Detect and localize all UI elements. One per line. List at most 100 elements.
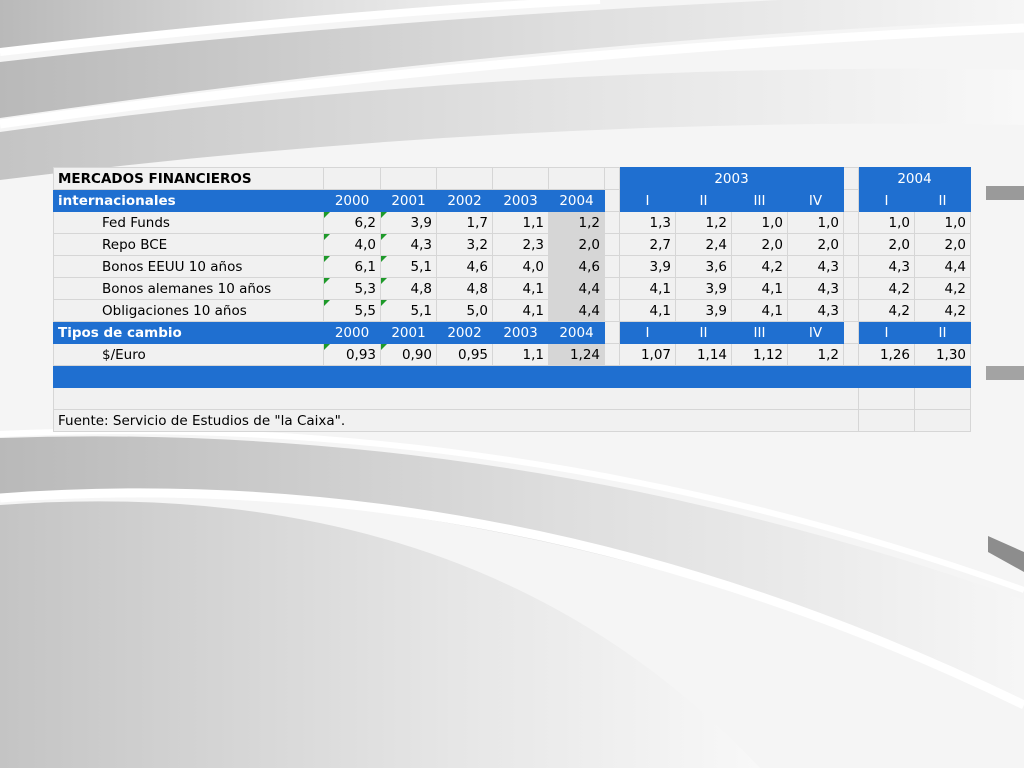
col-year: 2001 [380, 321, 437, 344]
cell-quarter: 4,1 [731, 277, 788, 300]
source-row: Fuente: Servicio de Estudios de "la Caix… [53, 409, 971, 432]
col-quarter: I [858, 189, 915, 212]
gap-cell [843, 343, 859, 366]
col-quarter: I [619, 321, 676, 344]
gap-cell [604, 255, 620, 278]
row-label: $/Euro [53, 343, 324, 366]
row-label: Fed Funds [53, 211, 324, 234]
cell-quarter: 4,2 [858, 277, 915, 300]
cell-annual: 5,5 [323, 299, 381, 322]
section-label: Tipos de cambio [53, 321, 324, 344]
financial-markets-table: MERCADOS FINANCIEROS 2003 2004 internaci… [53, 167, 971, 432]
cell-quarter: 1,2 [787, 343, 844, 366]
cell-annual: 4,8 [436, 277, 493, 300]
cell-quarter: 4,1 [731, 299, 788, 322]
blue-band-row [53, 365, 971, 388]
section2-rows: $/Euro 0,93 0,90 0,95 1,1 1,24 1,07 1,14 1,12 1,2… [53, 343, 971, 366]
col-year: 2000 [323, 189, 381, 212]
cell-quarter: 4,4 [914, 255, 971, 278]
gap-cell [843, 255, 859, 278]
cell-annual: 1,1 [492, 211, 549, 234]
cell-annual: 4,8 [380, 277, 437, 300]
cell-annual: 4,6 [548, 255, 605, 278]
cell-quarter: 2,0 [787, 233, 844, 256]
table-title: MERCADOS FINANCIEROS [53, 167, 324, 190]
row-label: Repo BCE [53, 233, 324, 256]
cell-annual: 2,3 [492, 233, 549, 256]
cell-annual: 5,1 [380, 255, 437, 278]
cell-quarter: 1,0 [787, 211, 844, 234]
table-row: Obligaciones 10 años 5,5 5,1 5,0 4,1 4,4 4,1 3,… [53, 299, 971, 322]
cell-quarter: 1,0 [914, 211, 971, 234]
table-row: $/Euro 0,93 0,90 0,95 1,1 1,24 1,07 1,14 1,12 1,2… [53, 343, 971, 366]
col-quarter: II [914, 321, 971, 344]
cell-quarter: 1,0 [731, 211, 788, 234]
cell-quarter: 2,0 [731, 233, 788, 256]
gap-cell [843, 233, 859, 256]
cell-annual: 5,3 [323, 277, 381, 300]
table-row: Bonos alemanes 10 años 5,3 4,8 4,8 4,1 4,4 4,1… [53, 277, 971, 300]
gap-cell [604, 299, 620, 322]
group-year-2004: 2004 [858, 167, 971, 190]
cell-quarter: 4,3 [787, 299, 844, 322]
cell-annual: 4,1 [492, 277, 549, 300]
col-year: 2001 [380, 189, 437, 212]
section1-header: internacionales 2000 2001 2002 2003 2004… [53, 189, 971, 212]
cell-annual: 5,1 [380, 299, 437, 322]
cell-annual: 0,90 [380, 343, 437, 366]
cell-quarter: 2,0 [914, 233, 971, 256]
col-quarter: III [731, 189, 788, 212]
col-year: 2002 [436, 321, 493, 344]
gap-cell [843, 299, 859, 322]
cell-annual: 0,93 [323, 343, 381, 366]
cell-annual: 1,7 [436, 211, 493, 234]
cell-quarter: 3,9 [675, 299, 732, 322]
cell-annual: 2,0 [548, 233, 605, 256]
col-quarter: III [731, 321, 788, 344]
section-label: internacionales [53, 189, 324, 212]
row-label: Bonos alemanes 10 años [53, 277, 324, 300]
table-row: Repo BCE 4,0 4,3 3,2 2,3 2,0 2,7 2,4 2,0 2,0 2,0 2,… [53, 233, 971, 256]
col-year: 2004 [548, 321, 605, 344]
section2-header: Tipos de cambio 2000 2001 2002 2003 2004… [53, 321, 971, 344]
gap-cell [604, 233, 620, 256]
spacer-row [53, 387, 971, 410]
cell-quarter: 1,2 [675, 211, 732, 234]
gap-cell [604, 277, 620, 300]
cell-annual: 3,2 [436, 233, 493, 256]
row-label: Obligaciones 10 años [53, 299, 324, 322]
source-note: Fuente: Servicio de Estudios de "la Caix… [53, 409, 859, 432]
cell-annual: 4,6 [436, 255, 493, 278]
cell-quarter: 2,0 [858, 233, 915, 256]
cell-quarter: 4,1 [619, 277, 676, 300]
cell-annual: 1,1 [492, 343, 549, 366]
cell-annual: 6,2 [323, 211, 381, 234]
cell-quarter: 4,3 [858, 255, 915, 278]
col-year: 2003 [492, 189, 549, 212]
cell-quarter: 1,30 [914, 343, 971, 366]
table-row: Bonos EEUU 10 años 6,1 5,1 4,6 4,0 4,6 3,9 3,6 4… [53, 255, 971, 278]
cell-quarter: 1,3 [619, 211, 676, 234]
cell-quarter: 1,12 [731, 343, 788, 366]
cell-annual: 1,2 [548, 211, 605, 234]
cell-quarter: 3,6 [675, 255, 732, 278]
cell-quarter: 1,07 [619, 343, 676, 366]
cell-annual: 3,9 [380, 211, 437, 234]
col-year: 2004 [548, 189, 605, 212]
col-quarter: II [914, 189, 971, 212]
gap-cell [604, 343, 620, 366]
cell-annual: 5,0 [436, 299, 493, 322]
cell-annual: 4,4 [548, 277, 605, 300]
cell-annual: 4,3 [380, 233, 437, 256]
cell-quarter: 2,4 [675, 233, 732, 256]
cell-annual: 0,95 [436, 343, 493, 366]
col-quarter: II [675, 321, 732, 344]
gap-cell [604, 211, 620, 234]
cell-annual: 1,24 [548, 343, 605, 366]
col-quarter: IV [787, 189, 844, 212]
col-year: 2000 [323, 321, 381, 344]
group-year-2003: 2003 [619, 167, 844, 190]
cell-quarter: 1,26 [858, 343, 915, 366]
cell-annual: 4,0 [323, 233, 381, 256]
cell-quarter: 1,14 [675, 343, 732, 366]
